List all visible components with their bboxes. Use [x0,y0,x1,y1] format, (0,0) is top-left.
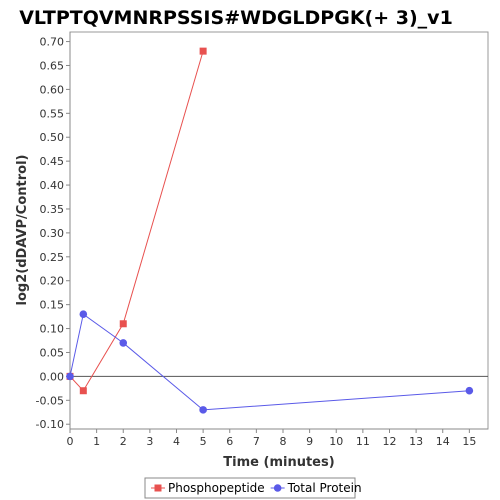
data-point [79,310,88,319]
x-tick-label: 2 [120,435,127,448]
x-tick-label: 8 [279,435,286,448]
legend: Phosphopeptide Total Protein [144,477,362,499]
legend-label: Total Protein [287,481,362,495]
x-tick-label: 7 [253,435,260,448]
y-tick-label: 0.20 [40,275,65,288]
series-line-0 [69,50,204,392]
x-tick-label: 15 [462,435,476,448]
x-tick-label: 0 [67,435,74,448]
y-tick-label: 0.45 [40,155,65,168]
y-tick-label: 0.35 [40,203,65,216]
y-tick-label: 0.30 [40,227,65,240]
x-tick-label: 13 [409,435,423,448]
series-layer [66,47,474,414]
x-tick-label: 9 [306,435,313,448]
y-tick-label: 0.40 [40,179,65,192]
data-point [79,387,87,395]
data-point [465,386,474,395]
x-axis-title: Time (minutes) [223,455,334,470]
x-tick-label: 10 [329,435,343,448]
x-tick-label: 5 [200,435,207,448]
x-tick-label: 1 [93,435,100,448]
y-tick-label: 0.05 [40,346,65,359]
y-axis-title: log2(dDAVP/Control) [15,155,30,306]
y-tick-label: -0.05 [36,394,64,407]
x-tick-label: 4 [173,435,180,448]
y-tick-label: 0.50 [40,131,65,144]
data-point [199,47,207,55]
y-tick-label: 0.15 [40,299,65,312]
data-point [199,406,207,414]
legend-swatch-marker [273,484,282,492]
x-tick-label: 6 [226,435,233,448]
x-tick-label: 3 [146,435,153,448]
y-tick-label: 0.70 [40,36,65,49]
x-tick-label: 12 [382,435,396,448]
legend-label: Phosphopeptide [168,481,265,495]
data-point [119,320,127,328]
plot-area [69,31,489,430]
x-axis-ticks: 0 1 2 3 4 5 6 7 8 9 10 11 12 13 14 15 [67,429,476,448]
y-tick-label: 0.10 [40,323,65,336]
x-tick-label: 11 [356,435,370,448]
y-tick-label: 0.00 [40,370,65,383]
data-point [119,339,128,347]
y-tick-label: -0.10 [36,418,64,431]
chart-title: VLTPTQVMNRPSSIS#WDGLDPGK(+ 3)_v1 [19,7,453,29]
legend-items: Phosphopeptide Total Protein [151,481,362,495]
y-axis-ticks: -0.10 -0.05 0.00 0.05 0.10 0.15 0.20 0.25 0.30 0.… [36,36,70,431]
x-tick-label: 14 [436,435,450,448]
y-tick-label: 0.55 [40,107,65,120]
y-tick-label: 0.60 [40,83,65,96]
y-tick-label: 0.65 [40,59,65,72]
legend-swatch-marker [154,484,162,492]
data-point [66,372,74,381]
legend-box [144,477,356,499]
y-tick-label: 0.25 [40,251,65,264]
